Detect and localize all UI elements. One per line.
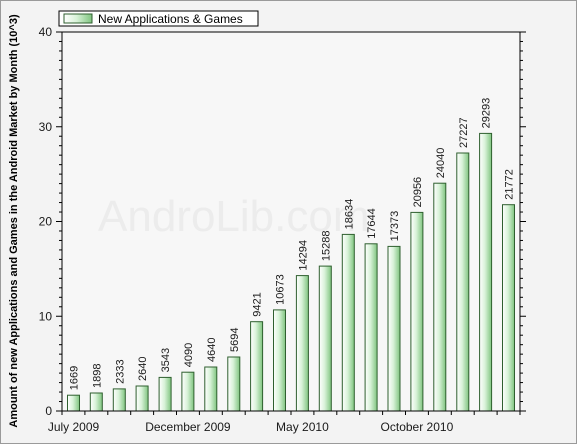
y-tick-label: 10 [39, 309, 53, 323]
watermark-text: AndroLib.com [98, 192, 369, 241]
bar [456, 152, 470, 412]
bar-value-label: 20956 [412, 177, 424, 208]
y-tick-label: 30 [39, 120, 53, 134]
bar-value-label: 4640 [206, 338, 218, 362]
bar [364, 243, 378, 412]
y-axis-label: Amount of new Applications and Games in … [8, 14, 20, 428]
bar [410, 211, 424, 412]
legend-swatch [63, 13, 93, 24]
bar-value-label: 1898 [91, 364, 103, 388]
bar [273, 309, 286, 412]
bar-value-label: 10673 [275, 274, 287, 305]
bar [387, 245, 401, 412]
bar [112, 388, 126, 412]
bar [227, 356, 241, 412]
bar-value-label: 2640 [137, 357, 149, 381]
bar-value-label: 2333 [114, 359, 126, 383]
bar [204, 366, 218, 412]
legend-label: New Applications & Games [98, 12, 243, 26]
bar [158, 376, 172, 412]
bar-value-label: 21772 [504, 169, 516, 200]
bar-value-label: 24040 [435, 148, 447, 179]
bar [433, 182, 447, 412]
bar [341, 233, 355, 412]
bar [89, 392, 103, 412]
bar-value-label: 15288 [320, 231, 332, 262]
x-tick-label: December 2009 [145, 420, 231, 434]
bar [67, 394, 80, 412]
bar-value-label: 1669 [69, 366, 81, 390]
legend-box [58, 10, 259, 27]
bar-value-label: 9421 [252, 292, 264, 316]
bar [135, 385, 149, 412]
y-tick-label: 20 [39, 215, 53, 229]
bar-value-label: 29293 [481, 98, 493, 129]
bar-value-label: 4090 [183, 343, 195, 367]
y-tick-label: 40 [39, 25, 53, 39]
bar-value-label: 17373 [389, 211, 401, 242]
bar-value-label: 14294 [297, 240, 309, 271]
bar-value-label: 17644 [366, 208, 378, 239]
bar [502, 204, 515, 412]
bar [318, 265, 332, 412]
bar [250, 321, 264, 412]
bar [181, 371, 195, 412]
x-tick-label: October 2010 [381, 420, 454, 434]
bar [295, 275, 309, 412]
bar-value-label: 27227 [458, 117, 470, 148]
bar-value-label: 3543 [160, 348, 172, 372]
bar-value-label: 18634 [343, 199, 355, 230]
y-tick-label: 0 [45, 404, 52, 418]
legend: New Applications & Games [58, 10, 259, 27]
x-tick-label: July 2009 [48, 420, 100, 434]
bar [479, 132, 493, 412]
axes-group: 0 10 20 30 40 July 2009 December 2009 May 2010 O… [39, 25, 526, 434]
x-tick-label: May 2010 [276, 420, 329, 434]
bar-value-label: 5694 [229, 328, 241, 352]
